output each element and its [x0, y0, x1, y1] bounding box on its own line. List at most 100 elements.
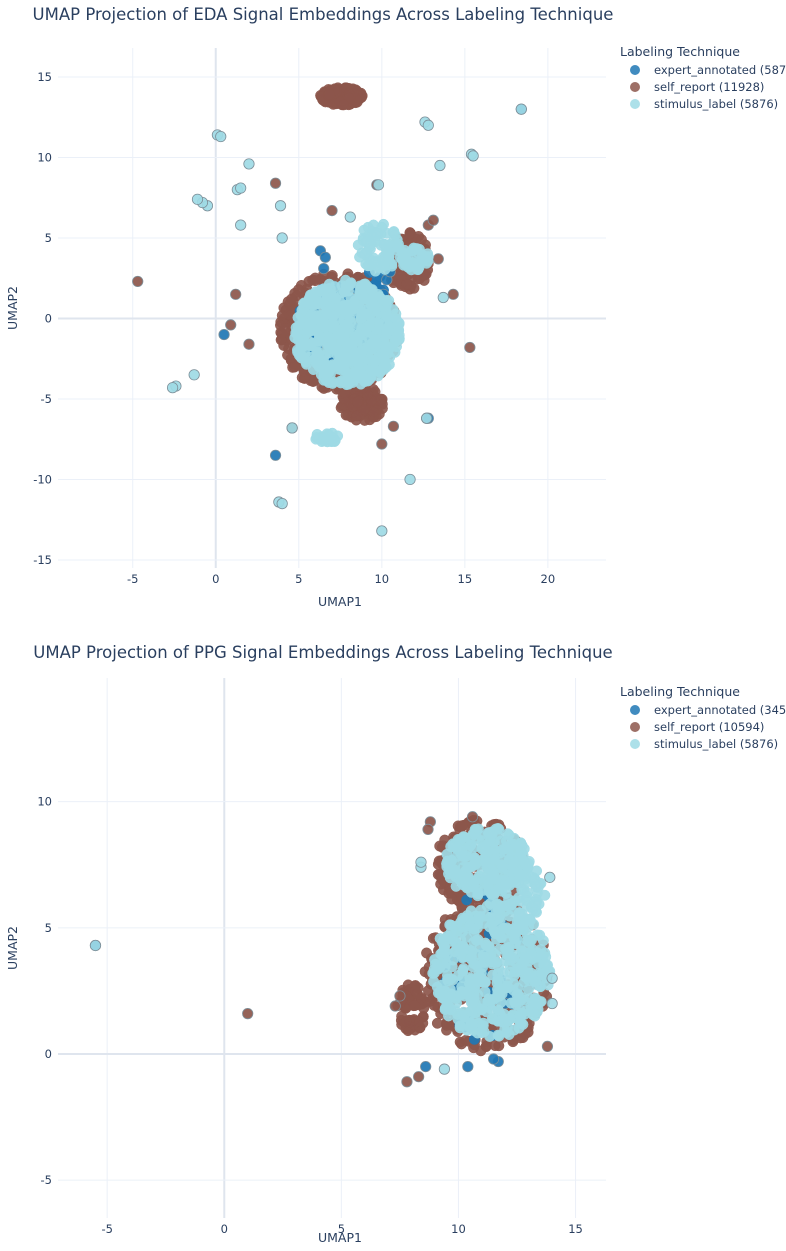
y-axis-title: UMAP2	[5, 286, 20, 330]
y-tick-label: 0	[45, 311, 52, 325]
data-point	[188, 369, 200, 381]
data-point	[546, 972, 558, 984]
data-point	[290, 322, 302, 334]
data-point	[269, 177, 282, 189]
data-point	[319, 251, 331, 263]
data-point	[416, 234, 427, 245]
data-point	[515, 837, 527, 849]
data-point	[462, 1060, 474, 1073]
ppg-scatter-plot: UMAP Projection of PPG Signal Embeddings…	[5, 643, 786, 1245]
data-point	[393, 325, 405, 337]
legend[interactable]: Labeling Technique expert_annotated (587)…	[620, 44, 786, 111]
data-point	[438, 1063, 451, 1075]
data-point	[482, 827, 494, 839]
data-point	[276, 232, 288, 244]
data-point	[309, 275, 321, 287]
data-point	[447, 934, 459, 946]
data-point	[527, 1009, 539, 1021]
data-point	[535, 943, 547, 955]
data-point	[331, 345, 343, 357]
data-point	[351, 396, 363, 408]
data-point	[378, 260, 390, 272]
x-tick-label: 15	[568, 1222, 583, 1236]
data-point	[524, 971, 536, 983]
data-point	[521, 861, 533, 873]
eda-umap-chart: UMAP Projection of EDA Signal Embeddings…	[0, 0, 786, 615]
data-point	[458, 963, 469, 974]
data-point	[434, 962, 446, 974]
data-point	[314, 347, 326, 358]
data-point	[541, 1040, 554, 1053]
data-point	[327, 322, 338, 334]
legend-item-self-report[interactable]: self_report (10594)	[630, 720, 764, 734]
y-tick-label: 15	[37, 70, 52, 84]
data-point	[492, 1004, 504, 1016]
data-point	[466, 831, 478, 843]
data-point	[544, 871, 556, 883]
data-point	[466, 850, 478, 862]
data-point	[506, 899, 517, 911]
data-point	[218, 328, 230, 341]
data-point	[364, 238, 376, 250]
data-point	[331, 357, 343, 369]
chart-title: UMAP Projection of PPG Signal Embeddings…	[33, 643, 612, 662]
data-point	[328, 376, 340, 388]
data-point	[166, 382, 179, 394]
data-point	[529, 992, 541, 1004]
legend[interactable]: Labeling Technique expert_annotated (345)…	[620, 684, 786, 751]
data-point	[292, 312, 304, 323]
data-point	[464, 341, 476, 354]
x-tick-label: -5	[127, 572, 138, 586]
data-point	[528, 952, 540, 964]
legend-item-self-report[interactable]: self_report (11928)	[630, 80, 764, 94]
x-tick-label: 0	[221, 1222, 228, 1236]
data-point	[305, 289, 316, 301]
data-point	[215, 130, 227, 143]
y-tick-label: -10	[33, 472, 52, 486]
data-point	[323, 88, 335, 100]
legend-label: stimulus_label (5876)	[654, 737, 778, 751]
x-axis-title: UMAP1	[318, 594, 362, 609]
legend-item-expert-annotated[interactable]: expert_annotated (345)	[630, 703, 786, 717]
data-point	[395, 269, 406, 281]
data-point	[467, 961, 479, 973]
data-point	[376, 438, 388, 450]
data-point	[489, 844, 501, 856]
data-point	[503, 941, 515, 953]
data-point	[401, 278, 413, 290]
legend-item-stimulus-label[interactable]: stimulus_label (5876)	[630, 97, 778, 111]
legend-title: Labeling Technique	[620, 44, 740, 59]
data-point	[539, 889, 551, 901]
y-tick-label: 5	[45, 921, 52, 935]
legend-item-stimulus-label[interactable]: stimulus_label (5876)	[630, 737, 778, 751]
data-point	[530, 881, 542, 893]
data-point	[376, 525, 388, 537]
data-point	[312, 313, 324, 325]
data-point	[428, 976, 440, 987]
data-point	[345, 277, 357, 289]
data-point	[515, 1011, 527, 1023]
data-point	[478, 839, 490, 851]
data-point	[485, 994, 497, 1006]
data-point	[286, 422, 298, 434]
data-point	[276, 498, 288, 510]
data-point	[447, 974, 459, 986]
data-point	[292, 334, 304, 346]
data-point	[280, 322, 291, 334]
data-point	[421, 412, 433, 424]
data-point	[422, 119, 434, 131]
series-stimulus-label	[166, 103, 527, 537]
data-point	[355, 313, 367, 324]
legend-title: Labeling Technique	[620, 684, 740, 699]
data-point	[447, 288, 459, 300]
data-point	[344, 337, 356, 349]
eda-scatter-plot: UMAP Projection of EDA Signal Embeddings…	[5, 5, 786, 609]
ppg-umap-chart: UMAP Projection of PPG Signal Embeddings…	[0, 630, 786, 1251]
data-point	[230, 288, 242, 300]
data-point	[318, 294, 330, 306]
data-point	[439, 1002, 451, 1014]
data-point	[303, 351, 315, 363]
legend-item-expert-annotated[interactable]: expert_annotated (587)	[630, 63, 786, 77]
data-point	[380, 296, 392, 308]
data-point	[401, 1076, 413, 1088]
